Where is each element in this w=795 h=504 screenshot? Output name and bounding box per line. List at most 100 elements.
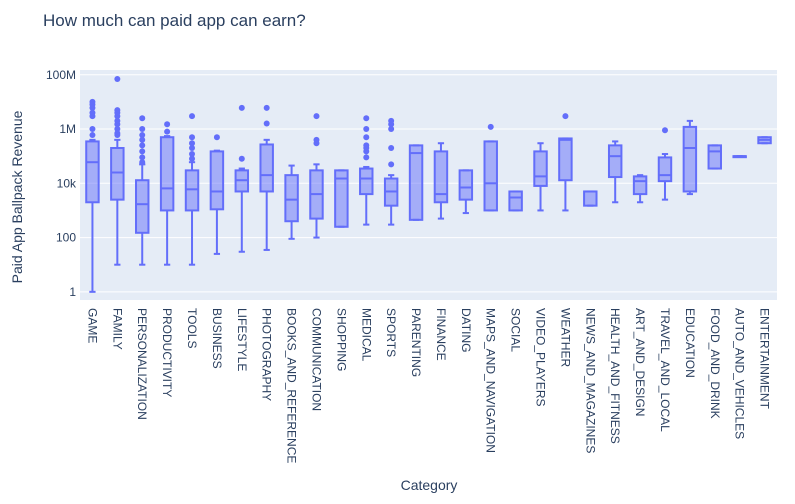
box-social bbox=[508, 190, 523, 212]
box-business bbox=[209, 134, 225, 255]
iqr-box bbox=[159, 136, 175, 212]
box-lifestyle bbox=[234, 104, 250, 253]
x-tick-label: TRAVEL_AND_LOCAL bbox=[658, 308, 672, 432]
outlier-point bbox=[139, 148, 146, 155]
outlier-point bbox=[89, 109, 96, 116]
x-tick-label: LIFESTYLE bbox=[235, 308, 249, 371]
outlier-point bbox=[388, 126, 395, 133]
iqr-box bbox=[85, 140, 100, 204]
iqr-box bbox=[209, 150, 225, 211]
outlier-point bbox=[363, 115, 370, 122]
y-axis-ticks: 1 100 10k 1M 100M bbox=[46, 68, 77, 299]
outlier-point bbox=[164, 128, 171, 135]
outlier-point bbox=[114, 107, 121, 114]
outlier-point bbox=[487, 123, 494, 130]
outlier-point bbox=[139, 142, 146, 149]
outlier-point bbox=[164, 121, 171, 128]
outlier-point bbox=[89, 132, 96, 139]
outlier-point bbox=[139, 136, 146, 143]
outlier-point bbox=[363, 154, 370, 161]
x-tick-label: HEALTH_AND_FITNESS bbox=[608, 308, 622, 444]
box-travel-and-local bbox=[657, 127, 673, 201]
iqr-box bbox=[259, 143, 274, 193]
outlier-point bbox=[238, 104, 245, 111]
iqr-box bbox=[458, 169, 474, 201]
box-art-and-design bbox=[632, 174, 648, 204]
iqr-box bbox=[657, 156, 673, 183]
outlier-point bbox=[388, 117, 395, 124]
plot-area bbox=[80, 70, 777, 300]
box-auto-and-vehicles bbox=[732, 155, 747, 159]
iqr-box bbox=[408, 144, 424, 221]
x-tick-label: GAME bbox=[85, 308, 99, 343]
y-axis-title: Paid App Ballpack Revenue bbox=[9, 110, 25, 283]
outlier-point bbox=[139, 115, 146, 122]
x-tick-label: FOOD_AND_DRINK bbox=[708, 308, 722, 419]
box-tools bbox=[184, 113, 200, 266]
iqr-box bbox=[334, 169, 349, 228]
y-tick-label: 1 bbox=[69, 285, 76, 299]
x-tick-label: BUSINESS bbox=[210, 308, 224, 369]
outlier-point bbox=[263, 104, 270, 111]
x-axis-ticks: GAME FAMILY PERSONALIZATION PRODUCTIVITY TOO… bbox=[85, 308, 771, 463]
x-tick-label: MAPS_AND_NAVIGATION bbox=[484, 308, 498, 453]
outlier-point bbox=[363, 134, 370, 141]
box-photography bbox=[259, 104, 274, 251]
iqr-box bbox=[558, 137, 573, 182]
box-books-and-reference bbox=[284, 164, 299, 240]
x-tick-label: BOOKS_AND_REFERENCE bbox=[285, 308, 299, 463]
outlier-point bbox=[114, 130, 121, 137]
outlier-point bbox=[114, 117, 121, 124]
x-tick-label: SHOPPING bbox=[334, 308, 348, 371]
x-tick-label: SOCIAL bbox=[509, 308, 523, 352]
chart-title: How much can paid app can earn? bbox=[43, 11, 306, 30]
iqr-box bbox=[508, 190, 523, 212]
outlier-point bbox=[139, 126, 146, 133]
outlier-point bbox=[189, 134, 196, 141]
box-medical bbox=[359, 115, 374, 226]
iqr-box bbox=[533, 150, 548, 187]
iqr-box bbox=[135, 179, 150, 234]
x-tick-label: FINANCE bbox=[434, 308, 448, 361]
outlier-point bbox=[114, 126, 121, 133]
x-tick-label: FAMILY bbox=[110, 308, 124, 350]
box-parenting bbox=[408, 144, 424, 221]
box-communication bbox=[309, 113, 324, 239]
x-tick-label: COMMUNICATION bbox=[309, 308, 323, 411]
x-tick-label: MEDICAL bbox=[359, 308, 373, 362]
x-tick-label: ART_AND_DESIGN bbox=[633, 308, 647, 416]
box-weather bbox=[558, 113, 573, 212]
outlier-point bbox=[213, 134, 220, 141]
outlier-point bbox=[388, 145, 395, 152]
outlier-point bbox=[313, 136, 320, 143]
iqr-box bbox=[483, 140, 498, 212]
y-tick-label: 100M bbox=[46, 68, 76, 82]
box-series bbox=[85, 75, 772, 293]
outlier-point bbox=[363, 142, 370, 149]
outlier-point bbox=[388, 161, 395, 168]
outlier-point bbox=[89, 98, 96, 105]
outlier-point bbox=[189, 113, 196, 120]
outlier-point bbox=[139, 132, 146, 139]
box-health-and-fitness bbox=[607, 140, 623, 204]
y-tick-label: 100 bbox=[56, 231, 76, 245]
box-food-and-drink bbox=[707, 144, 722, 170]
x-tick-label: NEWS_AND_MAGAZINES bbox=[583, 308, 597, 453]
iqr-box bbox=[110, 147, 125, 201]
outlier-point bbox=[139, 159, 146, 166]
x-tick-label: SPORTS bbox=[384, 308, 398, 357]
iqr-box bbox=[184, 169, 200, 212]
box-video-players bbox=[533, 142, 548, 212]
y-tick-label: 1M bbox=[59, 122, 76, 136]
box-dating bbox=[458, 169, 474, 215]
outlier-point bbox=[562, 113, 569, 120]
x-tick-label: PRODUCTIVITY bbox=[160, 308, 174, 397]
box-entertainment bbox=[757, 136, 772, 145]
x-tick-label: WEATHER bbox=[558, 308, 572, 367]
x-tick-label: VIDEO_PLAYERS bbox=[534, 308, 548, 406]
box-finance bbox=[433, 142, 449, 220]
iqr-box bbox=[284, 174, 299, 223]
x-tick-label: ENTERTAINMENT bbox=[758, 308, 772, 410]
box-family bbox=[110, 75, 125, 266]
